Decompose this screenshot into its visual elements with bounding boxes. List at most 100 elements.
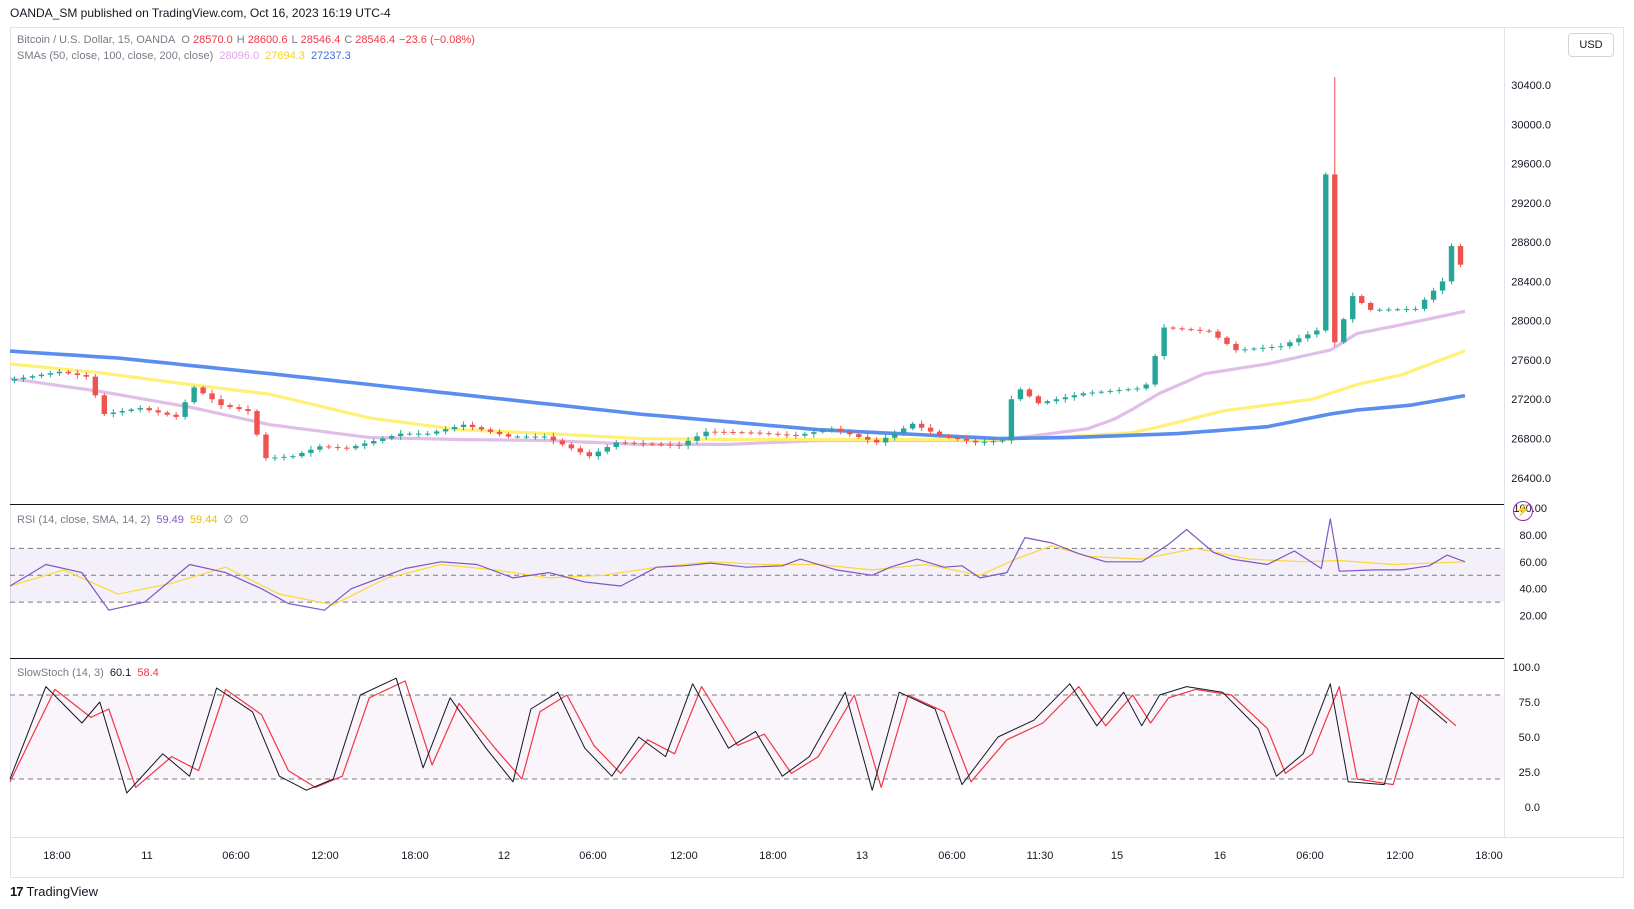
candle-body xyxy=(1323,174,1329,331)
lightning-icon[interactable]: ⚡ xyxy=(1513,501,1533,521)
time-tick-label: 15 xyxy=(1111,850,1123,862)
price-tick-label: 28400.0 xyxy=(1511,276,1551,288)
candle-body xyxy=(1035,396,1042,404)
sma-label[interactable]: SMAs (50, close, 100, close, 200, close) xyxy=(17,50,214,62)
candle-body xyxy=(523,436,530,438)
candle-body xyxy=(469,424,476,428)
indicator-bands xyxy=(10,547,1504,780)
candle-body xyxy=(406,433,413,435)
candle-body xyxy=(586,452,592,457)
candle-body xyxy=(451,426,458,430)
rsi-extra-1: ∅ xyxy=(223,514,234,526)
sma-line-sma50 xyxy=(9,309,1466,446)
candle-body xyxy=(1269,346,1275,348)
candle-body xyxy=(218,399,224,406)
candle-body xyxy=(1089,392,1095,394)
stoch-legend: SlowStoch (14, 3) 60.1 58.4 xyxy=(17,667,162,679)
candle-body xyxy=(1368,303,1374,310)
candle-body xyxy=(1314,330,1320,335)
candle-body xyxy=(496,431,503,435)
candle-body xyxy=(263,434,269,459)
price-tick-label: 30000.0 xyxy=(1511,119,1551,131)
currency-button[interactable]: USD xyxy=(1568,33,1614,57)
price-tick-label: 28800.0 xyxy=(1511,237,1551,249)
grid-lines xyxy=(10,28,1624,838)
candle-body xyxy=(802,433,808,436)
candle-body xyxy=(460,424,467,427)
rsi-extra-2: ∅ xyxy=(239,514,249,526)
candle-body xyxy=(766,433,772,435)
candle-body xyxy=(838,428,844,432)
candle-body xyxy=(999,440,1006,442)
stoch-k-value: 60.1 xyxy=(109,667,132,679)
candle-body xyxy=(227,405,233,408)
price-legend: Bitcoin / U.S. Dollar, 15, OANDA O 28570.… xyxy=(17,34,481,46)
sma-legend: SMAs (50, close, 100, close, 200, close)… xyxy=(17,50,354,62)
candle-body xyxy=(442,429,449,432)
candle-body xyxy=(649,443,655,445)
candle-body xyxy=(1053,399,1060,402)
price-tick-label: 26800.0 xyxy=(1511,434,1551,446)
candle-body xyxy=(739,432,745,434)
candle-body xyxy=(487,429,494,432)
candle-body xyxy=(1332,174,1338,343)
candle-body xyxy=(694,436,700,441)
candle-body xyxy=(577,448,584,453)
candle-body xyxy=(1161,327,1167,357)
candle-body xyxy=(685,440,691,446)
stoch-d-line xyxy=(9,680,1457,788)
sma-line-sma200 xyxy=(9,349,1466,441)
candle-body xyxy=(1421,299,1428,309)
stoch-tick-label: 0.0 xyxy=(1525,802,1540,814)
candle-body xyxy=(191,387,197,403)
candle-body xyxy=(65,371,72,374)
stoch-pane xyxy=(9,677,1457,794)
candle-body xyxy=(245,409,251,412)
candle-body xyxy=(299,452,305,457)
candle-body xyxy=(182,402,188,417)
candle-body xyxy=(281,456,287,458)
symbol-label[interactable]: Bitcoin / U.S. Dollar, 15, OANDA xyxy=(17,34,176,46)
candle-body xyxy=(1008,399,1015,441)
candle-body xyxy=(371,440,377,444)
candle-body xyxy=(793,434,799,436)
time-tick-label: 11:30 xyxy=(1027,850,1054,862)
time-tick-label: 18:00 xyxy=(1475,850,1503,862)
candle-body xyxy=(56,371,63,374)
time-tick-label: 18:00 xyxy=(401,850,429,862)
time-tick-label: 12:00 xyxy=(1386,850,1414,862)
candle-body xyxy=(1098,391,1104,393)
stoch-tick-label: 75.0 xyxy=(1519,697,1540,709)
candle-body xyxy=(20,377,27,380)
candle-body xyxy=(272,457,278,459)
candle-body xyxy=(972,440,979,443)
candle-body xyxy=(11,379,18,381)
candle-body xyxy=(101,395,107,414)
time-tick-label: 12 xyxy=(498,850,510,862)
rsi-line xyxy=(9,518,1466,611)
candle-body xyxy=(1278,346,1284,348)
candle-body xyxy=(29,376,36,378)
sma100-value: 27694.3 xyxy=(265,50,305,62)
candle-body xyxy=(900,428,907,434)
price-tick-label: 27200.0 xyxy=(1511,394,1551,406)
candle-body xyxy=(1439,281,1446,291)
footer-brand: 17 TradingView xyxy=(10,884,98,899)
candle-body xyxy=(1044,401,1051,404)
candle-body xyxy=(1170,327,1176,329)
candle-body xyxy=(990,441,997,443)
stoch-label[interactable]: SlowStoch (14, 3) xyxy=(17,667,104,679)
chart-frame xyxy=(10,27,1624,878)
candle-body xyxy=(353,445,359,449)
rsi-label[interactable]: RSI (14, close, SMA, 14, 2) xyxy=(17,514,151,526)
candle-body xyxy=(1242,349,1248,351)
candle-body xyxy=(1107,390,1113,392)
candle-body xyxy=(317,446,323,450)
stoch-k-line xyxy=(9,677,1448,794)
candle-body xyxy=(1430,290,1437,300)
price-tick-label: 29600.0 xyxy=(1511,159,1551,171)
candle-body xyxy=(236,407,242,410)
candle-body xyxy=(1197,329,1203,331)
candle-body xyxy=(721,431,727,433)
